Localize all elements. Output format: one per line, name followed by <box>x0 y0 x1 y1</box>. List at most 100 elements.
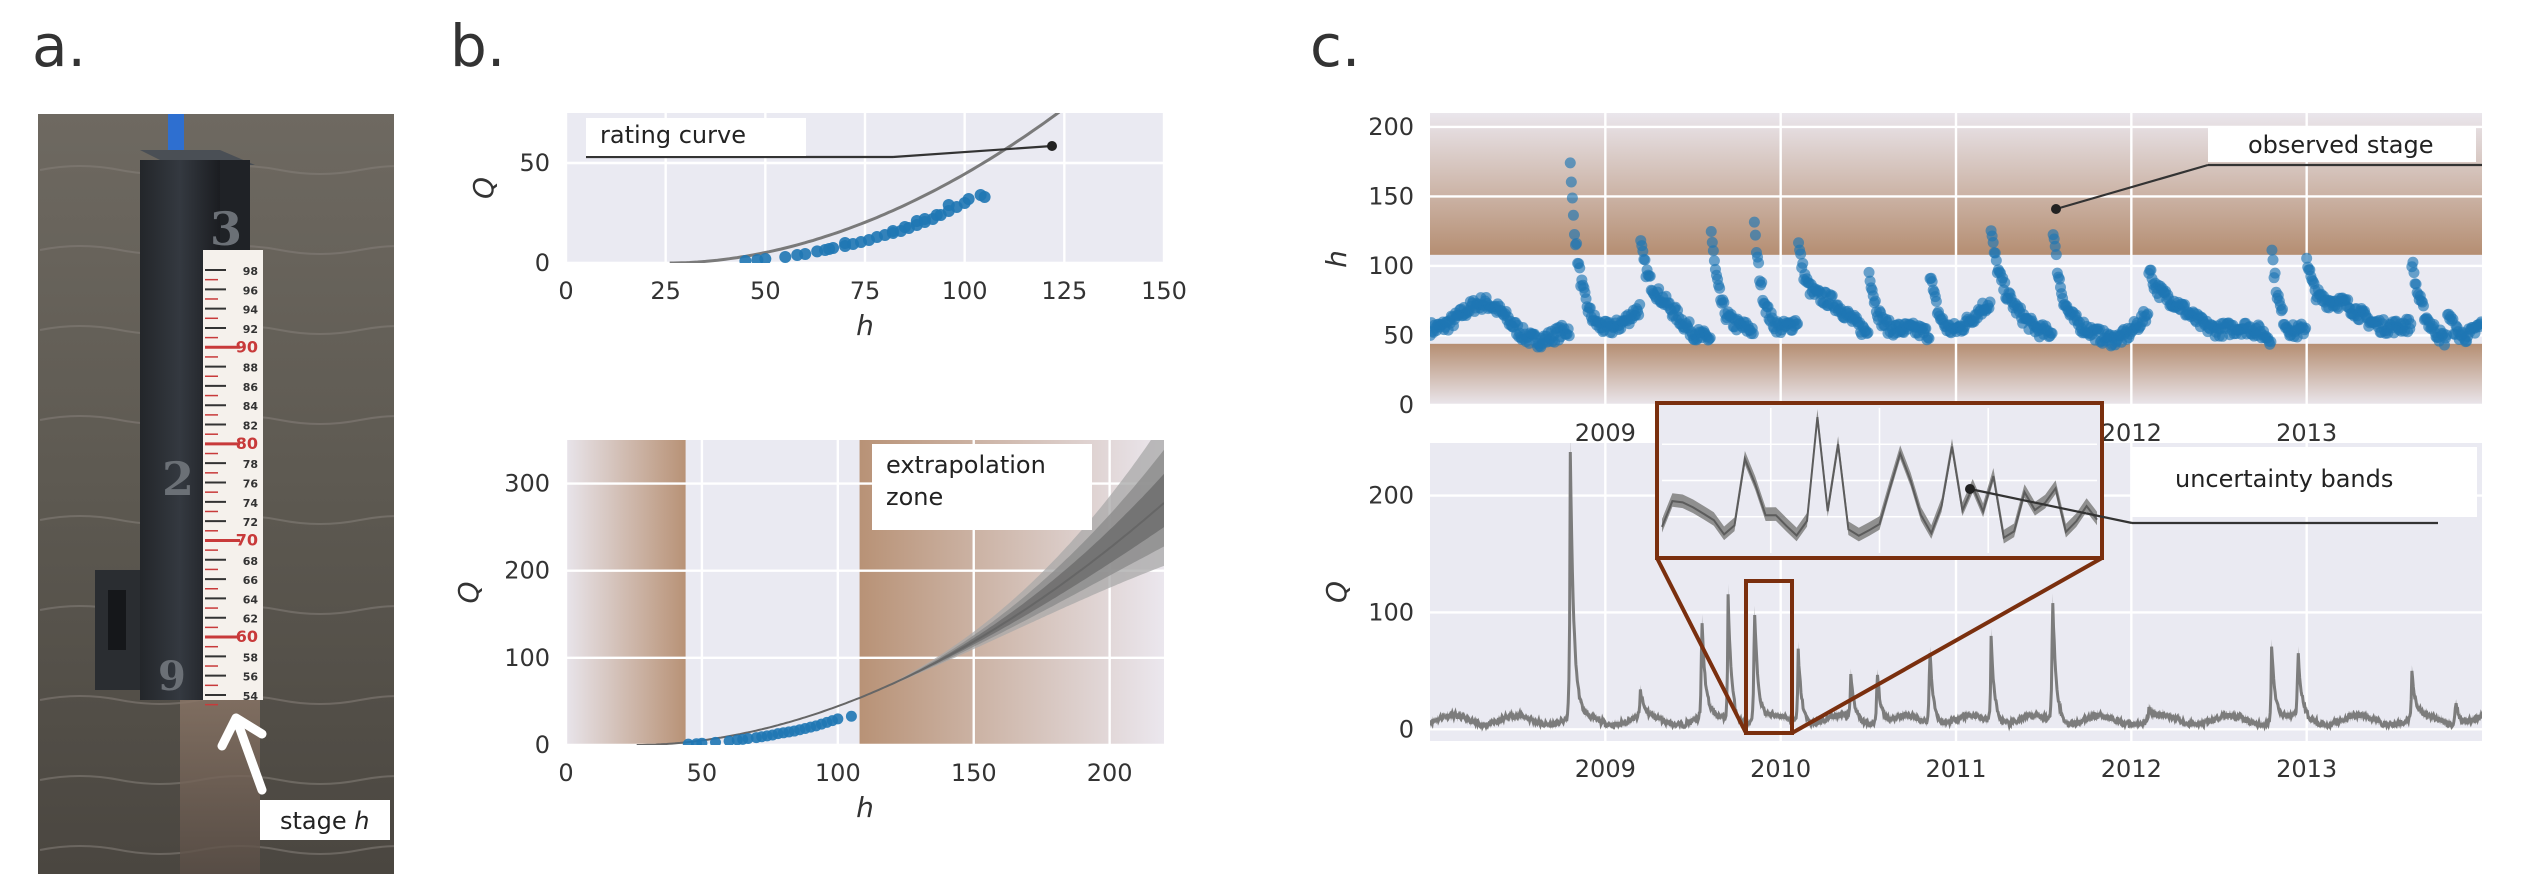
observation-point <box>839 237 852 249</box>
stage-point <box>2342 294 2354 306</box>
observation-point <box>942 199 955 211</box>
x-tick-label: 2009 <box>1575 755 1636 783</box>
discharge-plot: uncertainty bands 2009 2010 2011 2012 2013 0 1… <box>1320 401 2482 783</box>
extrapolation-plot: extrapolation zone 0 50 100 150 200 0 100 200 30… <box>452 440 1164 824</box>
gauge-number: 60 <box>236 627 258 646</box>
stage-point <box>2050 249 2062 261</box>
stage-point <box>1920 322 1932 334</box>
gauge-number: 72 <box>243 516 258 529</box>
inset-uncertainty-band <box>1662 409 2097 544</box>
uncertainty-bands-label: uncertainty bands <box>2175 465 2393 493</box>
observation-point <box>723 735 735 745</box>
gauge-number: 98 <box>243 265 258 278</box>
stage-point <box>1926 276 1938 288</box>
gauge-plate <box>203 250 263 700</box>
y-tick-label: 200 <box>1368 482 1414 510</box>
post-bracket-slot <box>108 590 126 650</box>
axes: 2009 2010 2011 2012 2013 0 100 200 Q <box>1320 482 2337 783</box>
callout-box <box>586 118 806 156</box>
observation-point <box>739 255 752 263</box>
x-tick-label: 75 <box>850 277 881 305</box>
y-tick-label: 100 <box>1368 252 1414 280</box>
x-tick-label: 2011 <box>1925 755 1986 783</box>
observation-point <box>962 193 975 205</box>
stage-point <box>2266 244 2278 256</box>
panel-letter-a: a. <box>32 12 86 80</box>
stage-point <box>2408 267 2420 279</box>
stage-point <box>1987 236 1999 248</box>
observation-point <box>742 732 754 744</box>
extrapolation-label-line2: zone <box>886 483 943 511</box>
x-tick-label: 25 <box>650 277 681 305</box>
y-axis-label: Q <box>467 177 500 199</box>
callout-box <box>872 444 1092 530</box>
stage-point <box>1568 228 1580 240</box>
gauge-number: 84 <box>243 400 259 413</box>
x-tick-label: 50 <box>687 759 718 787</box>
zoom-connector-left <box>1655 557 1748 734</box>
x-tick-label: 2013 <box>2276 755 2337 783</box>
uncertainty-band-middle <box>636 449 1164 745</box>
gauge-number: 78 <box>243 458 258 471</box>
gauge-number: 62 <box>243 613 258 626</box>
x-tick-label: 2013 <box>2276 419 2337 447</box>
stage-point <box>1563 330 1575 342</box>
stage-point <box>2053 273 2065 285</box>
observation-point <box>696 737 708 745</box>
post-numeral-9: 9 <box>158 653 186 700</box>
stage-point <box>1869 295 1881 307</box>
pointer-arrow <box>217 713 267 795</box>
stage-point <box>1580 293 1592 305</box>
stage-point <box>1708 255 1720 267</box>
zoom-connector-right <box>1791 556 2103 735</box>
stage-point <box>2301 252 2313 264</box>
stage-point <box>1748 216 1760 228</box>
gauge-number: 66 <box>243 574 259 587</box>
y-tick-label: 0 <box>1399 715 1414 743</box>
x-tick-label: 2012 <box>2101 755 2162 783</box>
stage-point <box>1930 295 1942 307</box>
y-tick-label: 100 <box>1368 598 1414 626</box>
y-tick-label: 0 <box>1399 391 1414 419</box>
stage-point <box>2265 336 2277 348</box>
stage-point <box>2046 327 2058 339</box>
x-tick-label: 0 <box>558 759 573 787</box>
post-numeral-3: 3 <box>210 202 242 256</box>
stage-point <box>1999 276 2011 288</box>
stage-point <box>1706 236 1718 248</box>
stage-point <box>1704 332 1716 344</box>
extrapolation-label-line1: extrapolation <box>886 451 1046 479</box>
y-tick-label: 200 <box>1368 113 1414 141</box>
stage-point <box>2417 300 2429 312</box>
gauge-number: 86 <box>243 381 259 394</box>
stage-point <box>1795 248 1807 260</box>
callout-anchor <box>1047 141 1057 151</box>
post-numeral-2: 2 <box>162 452 194 506</box>
stage-point <box>1791 318 1803 330</box>
gauge-number: 70 <box>236 530 258 549</box>
panel-letter-c: c. <box>1310 12 1360 80</box>
y-tick-label: 0 <box>535 731 550 759</box>
stage-point <box>2276 303 2288 315</box>
x-tick-label: 2009 <box>1575 419 1636 447</box>
x-tick-label: 150 <box>1141 277 1187 305</box>
observation-point <box>779 251 792 263</box>
stage-point <box>1747 328 1759 340</box>
stage-point <box>1863 266 1875 278</box>
stage-point <box>1637 245 1649 257</box>
y-axis-label: Q <box>1320 581 1353 603</box>
observed-stage-label: observed stage <box>2248 131 2434 159</box>
x-tick-label: 100 <box>942 277 988 305</box>
x-axis-label: h <box>856 309 874 342</box>
stage-point <box>1567 209 1579 221</box>
stage-point <box>2142 308 2154 320</box>
stage-label: stage h <box>280 807 369 835</box>
x-tick-label: 125 <box>1041 277 1087 305</box>
gauge-number: 64 <box>243 593 259 606</box>
x-tick-label: 50 <box>750 277 781 305</box>
stage-point <box>1571 238 1583 250</box>
stage-point <box>1797 257 1809 269</box>
